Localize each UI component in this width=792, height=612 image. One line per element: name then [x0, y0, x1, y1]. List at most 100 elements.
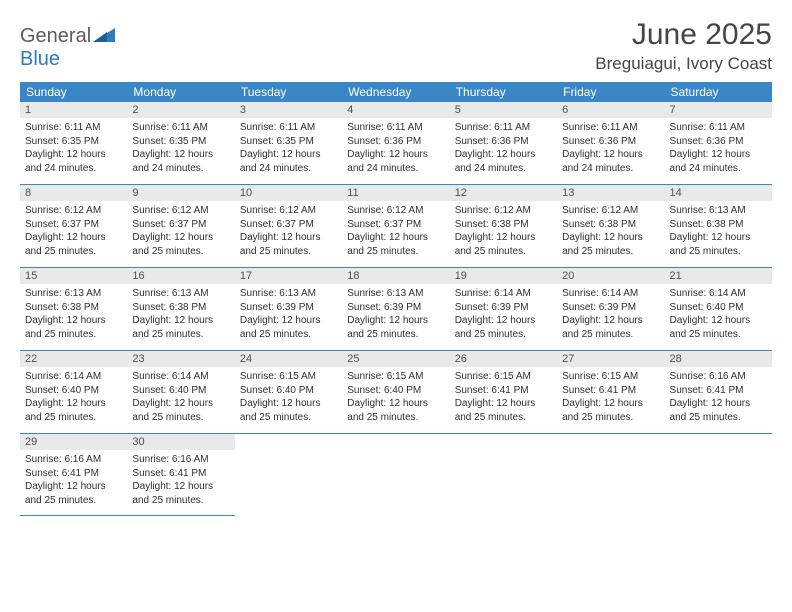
- day-body: Sunrise: 6:13 AMSunset: 6:39 PMDaylight:…: [342, 284, 449, 347]
- logo-text: General Blue: [20, 24, 115, 71]
- day-body: Sunrise: 6:13 AMSunset: 6:39 PMDaylight:…: [235, 284, 342, 347]
- day-number: 24: [235, 351, 342, 367]
- day-number: 19: [450, 268, 557, 284]
- day-number: 28: [665, 351, 772, 367]
- day-cell: 21Sunrise: 6:14 AMSunset: 6:40 PMDayligh…: [665, 268, 772, 350]
- day-number: 9: [127, 185, 234, 201]
- weeks-container: 1 Sunrise: 6:11 AMSunset: 6:35 PMDaylight…: [20, 102, 772, 516]
- day-body: Sunrise: 6:14 AMSunset: 6:39 PMDaylight:…: [450, 284, 557, 347]
- day-body: Sunrise: 6:11 AMSunset: 6:35 PMDaylight:…: [235, 118, 342, 181]
- day-body: Sunrise: 6:16 AMSunset: 6:41 PMDaylight:…: [127, 450, 234, 513]
- empty-cell: [342, 434, 449, 516]
- day-cell: 8Sunrise: 6:12 AMSunset: 6:37 PMDaylight…: [20, 185, 127, 267]
- day-number: 22: [20, 351, 127, 367]
- day-body: Sunrise: 6:13 AMSunset: 6:38 PMDaylight:…: [665, 201, 772, 264]
- day-cell: 10Sunrise: 6:12 AMSunset: 6:37 PMDayligh…: [235, 185, 342, 267]
- day-number: 16: [127, 268, 234, 284]
- day-cell: 6Sunrise: 6:11 AMSunset: 6:36 PMDaylight…: [557, 102, 664, 184]
- day-body: Sunrise: 6:14 AMSunset: 6:39 PMDaylight:…: [557, 284, 664, 347]
- day-body: Sunrise: 6:12 AMSunset: 6:37 PMDaylight:…: [342, 201, 449, 264]
- day-cell: 7Sunrise: 6:11 AMSunset: 6:36 PMDaylight…: [665, 102, 772, 184]
- title-block: June 2025 Breguiagui, Ivory Coast: [595, 18, 772, 74]
- day-body: Sunrise: 6:11 AMSunset: 6:36 PMDaylight:…: [557, 118, 664, 181]
- day-number: 21: [665, 268, 772, 284]
- day-body: Sunrise: 6:11 AMSunset: 6:36 PMDaylight:…: [342, 118, 449, 181]
- day-body: Sunrise: 6:12 AMSunset: 6:38 PMDaylight:…: [450, 201, 557, 264]
- empty-cell: [557, 434, 664, 516]
- day-number: 4: [342, 102, 449, 118]
- day-body: Sunrise: 6:15 AMSunset: 6:40 PMDaylight:…: [342, 367, 449, 430]
- day-cell: 4Sunrise: 6:11 AMSunset: 6:36 PMDaylight…: [342, 102, 449, 184]
- day-header-wednesday: Wednesday: [342, 82, 449, 102]
- day-body: Sunrise: 6:16 AMSunset: 6:41 PMDaylight:…: [665, 367, 772, 430]
- day-cell: 9Sunrise: 6:12 AMSunset: 6:37 PMDaylight…: [127, 185, 234, 267]
- day-number: 5: [450, 102, 557, 118]
- day-header-saturday: Saturday: [665, 82, 772, 102]
- day-number: 7: [665, 102, 772, 118]
- logo: General Blue: [20, 18, 115, 71]
- day-cell: 3Sunrise: 6:11 AMSunset: 6:35 PMDaylight…: [235, 102, 342, 184]
- day-cell: 5Sunrise: 6:11 AMSunset: 6:36 PMDaylight…: [450, 102, 557, 184]
- day-cell: 16Sunrise: 6:13 AMSunset: 6:38 PMDayligh…: [127, 268, 234, 350]
- week-row: 1 Sunrise: 6:11 AMSunset: 6:35 PMDaylight…: [20, 102, 772, 185]
- day-number: 20: [557, 268, 664, 284]
- day-body: Sunrise: 6:13 AMSunset: 6:38 PMDaylight:…: [20, 284, 127, 347]
- day-number: 14: [665, 185, 772, 201]
- day-header-monday: Monday: [127, 82, 234, 102]
- day-number: 29: [20, 434, 127, 450]
- day-cell: 12Sunrise: 6:12 AMSunset: 6:38 PMDayligh…: [450, 185, 557, 267]
- day-number: 23: [127, 351, 234, 367]
- day-header-friday: Friday: [557, 82, 664, 102]
- day-number: 11: [342, 185, 449, 201]
- day-cell: 23Sunrise: 6:14 AMSunset: 6:40 PMDayligh…: [127, 351, 234, 433]
- location: Breguiagui, Ivory Coast: [595, 54, 772, 74]
- day-body: Sunrise: 6:12 AMSunset: 6:37 PMDaylight:…: [20, 201, 127, 264]
- day-body: Sunrise: 6:12 AMSunset: 6:37 PMDaylight:…: [127, 201, 234, 264]
- day-body: Sunrise: 6:14 AMSunset: 6:40 PMDaylight:…: [20, 367, 127, 430]
- logo-word-blue: Blue: [20, 48, 60, 70]
- empty-cell: [665, 434, 772, 516]
- week-row: 22Sunrise: 6:14 AMSunset: 6:40 PMDayligh…: [20, 351, 772, 434]
- day-cell: 19Sunrise: 6:14 AMSunset: 6:39 PMDayligh…: [450, 268, 557, 350]
- day-cell: 29Sunrise: 6:16 AMSunset: 6:41 PMDayligh…: [20, 434, 127, 516]
- day-number: 15: [20, 268, 127, 284]
- week-row: 8Sunrise: 6:12 AMSunset: 6:37 PMDaylight…: [20, 185, 772, 268]
- day-number: 3: [235, 102, 342, 118]
- day-cell: 20Sunrise: 6:14 AMSunset: 6:39 PMDayligh…: [557, 268, 664, 350]
- day-body: Sunrise: 6:16 AMSunset: 6:41 PMDaylight:…: [20, 450, 127, 513]
- day-cell: 14Sunrise: 6:13 AMSunset: 6:38 PMDayligh…: [665, 185, 772, 267]
- logo-word-general: General: [20, 25, 91, 47]
- day-cell: 17Sunrise: 6:13 AMSunset: 6:39 PMDayligh…: [235, 268, 342, 350]
- day-body: Sunrise: 6:14 AMSunset: 6:40 PMDaylight:…: [127, 367, 234, 430]
- day-header-sunday: Sunday: [20, 82, 127, 102]
- day-body: Sunrise: 6:12 AMSunset: 6:37 PMDaylight:…: [235, 201, 342, 264]
- day-header-thursday: Thursday: [450, 82, 557, 102]
- day-body: Sunrise: 6:14 AMSunset: 6:40 PMDaylight:…: [665, 284, 772, 347]
- day-number: 12: [450, 185, 557, 201]
- week-row: 15Sunrise: 6:13 AMSunset: 6:38 PMDayligh…: [20, 268, 772, 351]
- day-cell: 15Sunrise: 6:13 AMSunset: 6:38 PMDayligh…: [20, 268, 127, 350]
- day-header-row: Sunday Monday Tuesday Wednesday Thursday…: [20, 82, 772, 102]
- day-body: Sunrise: 6:12 AMSunset: 6:38 PMDaylight:…: [557, 201, 664, 264]
- day-body: Sunrise: 6:15 AMSunset: 6:41 PMDaylight:…: [450, 367, 557, 430]
- day-number: 8: [20, 185, 127, 201]
- day-cell: 22Sunrise: 6:14 AMSunset: 6:40 PMDayligh…: [20, 351, 127, 433]
- day-number: 17: [235, 268, 342, 284]
- day-cell: 26Sunrise: 6:15 AMSunset: 6:41 PMDayligh…: [450, 351, 557, 433]
- header: General Blue June 2025 Breguiagui, Ivory…: [20, 18, 772, 74]
- day-number: 27: [557, 351, 664, 367]
- day-cell: 2Sunrise: 6:11 AMSunset: 6:35 PMDaylight…: [127, 102, 234, 184]
- day-number: 18: [342, 268, 449, 284]
- day-cell: 30Sunrise: 6:16 AMSunset: 6:41 PMDayligh…: [127, 434, 234, 516]
- day-number: 1: [20, 102, 127, 118]
- day-cell: 24Sunrise: 6:15 AMSunset: 6:40 PMDayligh…: [235, 351, 342, 433]
- day-body: Sunrise: 6:11 AMSunset: 6:36 PMDaylight:…: [450, 118, 557, 181]
- day-cell: 11Sunrise: 6:12 AMSunset: 6:37 PMDayligh…: [342, 185, 449, 267]
- day-body: Sunrise: 6:11 AMSunset: 6:36 PMDaylight:…: [665, 118, 772, 181]
- day-number: 6: [557, 102, 664, 118]
- day-cell: 28Sunrise: 6:16 AMSunset: 6:41 PMDayligh…: [665, 351, 772, 433]
- day-number: 26: [450, 351, 557, 367]
- empty-cell: [450, 434, 557, 516]
- week-row: 29Sunrise: 6:16 AMSunset: 6:41 PMDayligh…: [20, 434, 772, 516]
- day-number: 10: [235, 185, 342, 201]
